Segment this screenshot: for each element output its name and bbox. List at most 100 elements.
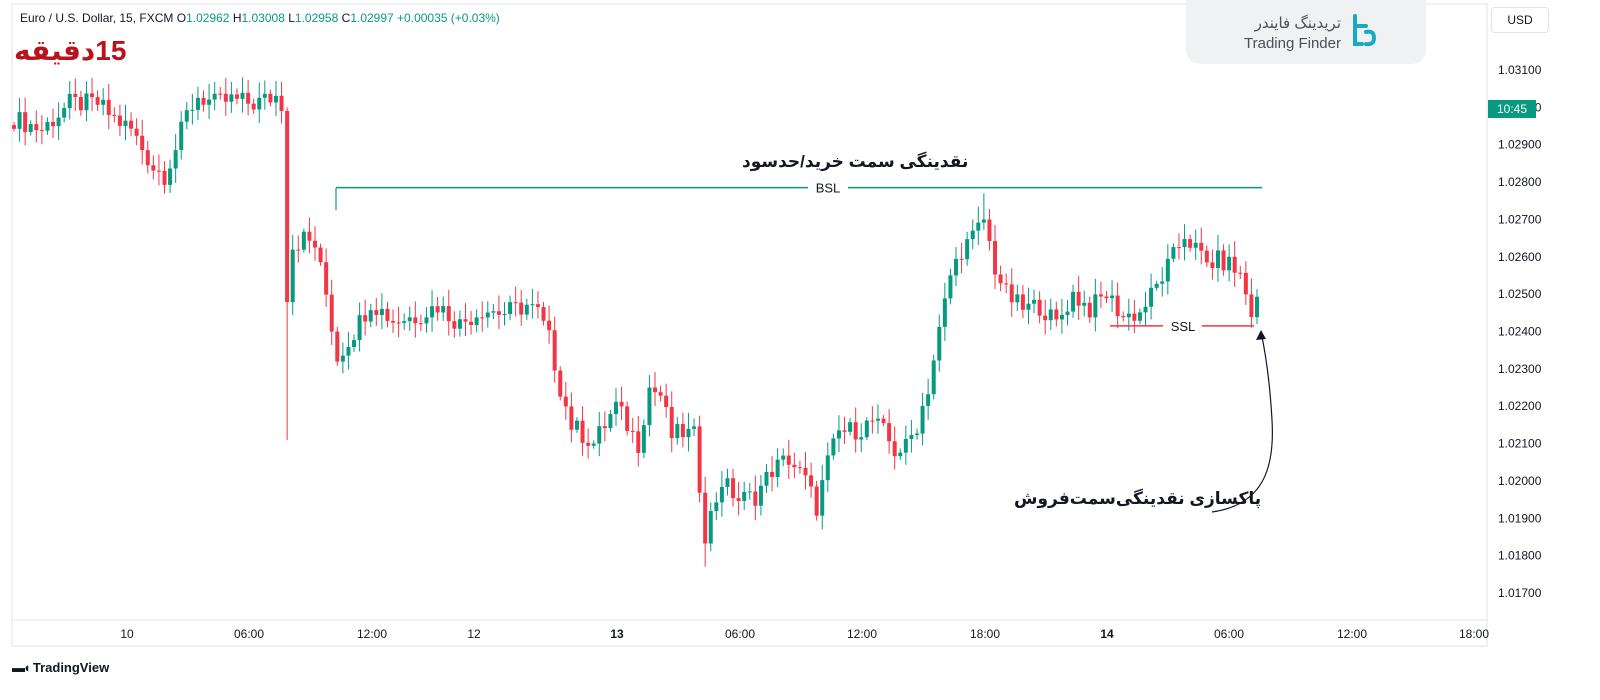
candle bbox=[485, 301, 490, 328]
candle bbox=[942, 282, 947, 341]
candle bbox=[742, 481, 747, 511]
candle bbox=[207, 83, 212, 120]
candle bbox=[892, 426, 897, 470]
candle bbox=[502, 302, 507, 326]
candle bbox=[324, 248, 329, 307]
candle bbox=[586, 428, 591, 459]
candles-layer bbox=[12, 77, 1259, 567]
liquidity-levels: BSL SSL bbox=[335, 181, 1262, 334]
candle bbox=[775, 448, 780, 488]
candle bbox=[229, 82, 234, 113]
candle bbox=[1082, 290, 1087, 317]
candle bbox=[547, 305, 552, 344]
candle bbox=[496, 295, 501, 330]
candle bbox=[641, 419, 646, 459]
candle bbox=[1037, 291, 1042, 324]
sweep-arrow-curve bbox=[1211, 331, 1274, 513]
candle bbox=[792, 452, 797, 478]
bsl-label: BSL bbox=[816, 181, 841, 196]
candle bbox=[329, 279, 334, 346]
candle bbox=[1249, 278, 1254, 328]
candle bbox=[859, 423, 864, 453]
candle bbox=[797, 460, 802, 474]
candle bbox=[285, 107, 290, 440]
candle bbox=[1199, 227, 1204, 265]
candle bbox=[301, 228, 306, 253]
logo-text-fa: تریدینگ فایندر bbox=[1254, 15, 1341, 32]
symbol-title[interactable]: Euro / U.S. Dollar, 15, FXCM bbox=[20, 11, 174, 25]
candle bbox=[653, 371, 658, 407]
candle bbox=[853, 407, 858, 453]
candle bbox=[1076, 276, 1081, 320]
candle bbox=[931, 354, 936, 400]
candle bbox=[184, 101, 189, 130]
candle bbox=[474, 309, 479, 333]
tradingview-brand[interactable]: ▬◖ TradingView bbox=[12, 660, 109, 675]
timeframe-badge: 15دقیقه bbox=[14, 35, 127, 66]
candle bbox=[954, 246, 959, 287]
candle bbox=[825, 442, 830, 492]
candle bbox=[95, 90, 100, 112]
candle bbox=[1121, 311, 1126, 322]
candle bbox=[45, 117, 50, 135]
candle bbox=[106, 83, 111, 130]
candle bbox=[664, 383, 669, 418]
candle bbox=[1243, 261, 1248, 305]
candle bbox=[402, 313, 407, 330]
candle bbox=[117, 104, 122, 136]
candle bbox=[524, 298, 529, 320]
candle bbox=[424, 307, 429, 333]
candle bbox=[1009, 268, 1014, 317]
ohlc-legend: Euro / U.S. Dollar, 15, FXCM O1.02962 H1… bbox=[20, 11, 500, 25]
price-axis[interactable]: 1.031001.030001.029001.028001.027001.026… bbox=[1498, 63, 1542, 600]
candle bbox=[374, 297, 379, 326]
tradingview-logo-icon: ▬◖ bbox=[12, 660, 31, 675]
candle bbox=[1149, 273, 1154, 320]
candle bbox=[1221, 244, 1226, 276]
candle bbox=[1193, 229, 1198, 260]
candle bbox=[848, 418, 853, 436]
candle bbox=[23, 97, 28, 146]
candle bbox=[352, 334, 357, 352]
candle bbox=[613, 388, 618, 427]
time-tick-label: 12:00 bbox=[1337, 627, 1367, 641]
candle bbox=[569, 392, 574, 443]
candle bbox=[223, 78, 228, 116]
candle bbox=[608, 409, 613, 432]
candle bbox=[1255, 289, 1259, 324]
candle bbox=[1176, 233, 1181, 260]
candle bbox=[212, 81, 217, 111]
candle bbox=[84, 81, 89, 122]
candle bbox=[959, 243, 964, 274]
candle bbox=[201, 90, 206, 112]
price-tick-label: 1.01900 bbox=[1498, 511, 1542, 525]
candle bbox=[67, 81, 72, 120]
candle bbox=[346, 331, 351, 370]
open-value: 1.02962 bbox=[186, 11, 230, 25]
candle bbox=[179, 111, 184, 160]
time-tick-label: 06:00 bbox=[725, 627, 755, 641]
candle bbox=[1020, 285, 1025, 319]
candle bbox=[948, 268, 953, 305]
tradingview-label: TradingView bbox=[32, 660, 110, 675]
candle bbox=[937, 314, 942, 372]
time-axis[interactable]: 10 06:00 12:00 12 13 06:00 12:00 18:00 14 06:00 12… bbox=[120, 627, 1489, 641]
candle bbox=[78, 90, 83, 116]
candle bbox=[246, 79, 251, 116]
candle bbox=[28, 120, 33, 136]
candle bbox=[413, 301, 418, 338]
candle bbox=[1165, 244, 1170, 295]
candle bbox=[1232, 241, 1237, 287]
candle bbox=[62, 102, 67, 123]
currency-button[interactable]: USD bbox=[1491, 7, 1549, 33]
candle bbox=[195, 86, 200, 120]
candle bbox=[391, 309, 396, 333]
price-tick-label: 1.02300 bbox=[1498, 362, 1542, 376]
candle bbox=[692, 418, 697, 437]
candle bbox=[508, 295, 513, 320]
price-tick-label: 1.02100 bbox=[1498, 437, 1542, 451]
candle bbox=[1110, 280, 1115, 312]
candle bbox=[965, 231, 970, 266]
candle bbox=[1059, 299, 1064, 334]
